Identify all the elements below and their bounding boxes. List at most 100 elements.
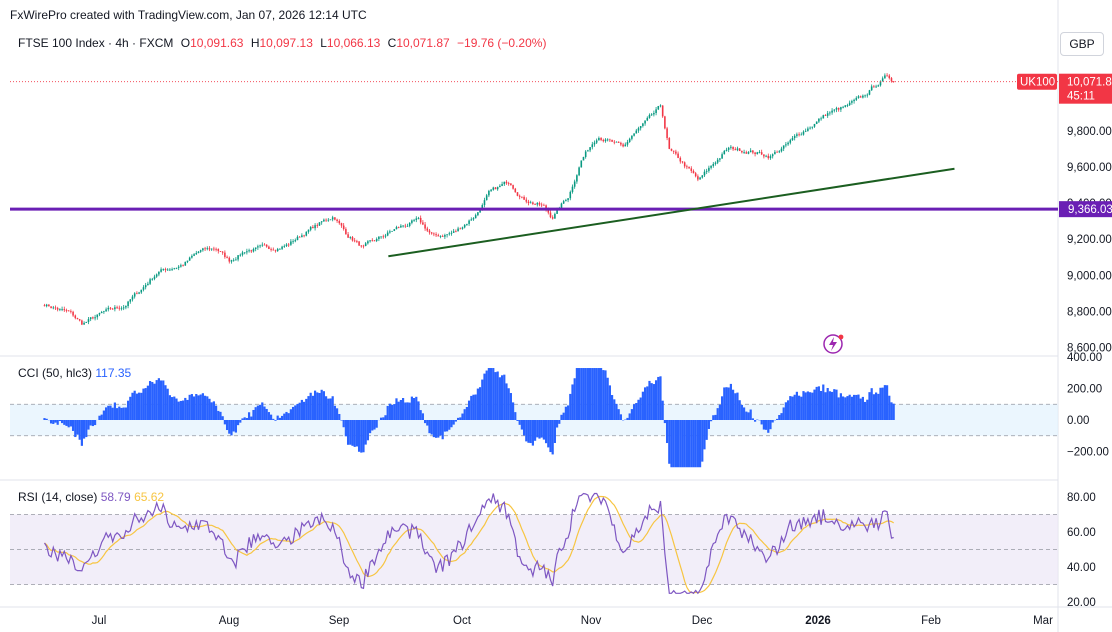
candle-body — [254, 247, 257, 250]
candle-body — [683, 162, 686, 167]
candle-body — [353, 240, 356, 242]
candle-body — [433, 233, 435, 235]
candle-body — [120, 308, 123, 310]
candle-body — [697, 176, 699, 180]
lightning-alert-icon[interactable] — [823, 334, 844, 354]
candle-body — [811, 126, 814, 128]
cci-bar — [166, 388, 169, 420]
cci-bar — [309, 392, 312, 420]
candle-body — [466, 223, 468, 225]
time-axis-tick: Aug — [219, 615, 239, 627]
candle-body — [556, 209, 558, 214]
cci-bar — [159, 380, 163, 420]
candle-body — [855, 97, 858, 100]
cci-bar — [355, 420, 358, 447]
cci-bar — [577, 368, 581, 420]
cci-bar — [498, 377, 501, 420]
cci-bar — [417, 401, 420, 420]
candle-body — [325, 219, 327, 221]
candle-body — [389, 231, 391, 233]
cci-bar — [426, 420, 429, 426]
cci-bar — [217, 410, 220, 420]
candle-body — [65, 310, 68, 311]
cci-bar — [888, 395, 891, 420]
candle-body — [822, 115, 825, 119]
cci-bar — [560, 414, 563, 420]
cci-bar — [111, 407, 114, 420]
candle-body — [868, 90, 871, 95]
cci-bar — [148, 381, 152, 420]
candle-body — [774, 151, 776, 155]
candle-body — [224, 252, 226, 257]
candle-body — [844, 105, 847, 107]
candle-body — [265, 244, 268, 247]
rsi-value: 58.79 — [100, 490, 131, 504]
candle-body — [48, 304, 50, 307]
candle-body — [851, 101, 853, 103]
cci-bar — [430, 420, 433, 435]
cci-bar — [329, 398, 332, 420]
cci-bar — [137, 392, 141, 420]
cci-bar — [126, 400, 130, 420]
candle-body — [587, 150, 589, 152]
cci-bar — [580, 368, 583, 420]
candle-body — [595, 140, 598, 143]
candle-body — [617, 141, 620, 143]
cci-bar — [540, 420, 543, 438]
cci-bar — [850, 396, 853, 420]
candle-body — [738, 148, 741, 152]
rsi-line — [43, 492, 894, 595]
currency-button[interactable]: GBP — [1060, 32, 1104, 56]
cci-bar — [89, 420, 92, 426]
cci-bar — [861, 396, 864, 420]
cci-bar — [280, 415, 284, 420]
cci-bar — [179, 400, 182, 420]
candle-body — [155, 274, 158, 277]
cci-bar — [588, 368, 592, 420]
cci-bar — [459, 417, 462, 420]
cci-bar — [863, 401, 867, 420]
close-key: C — [387, 36, 397, 50]
cci-bar — [824, 392, 827, 420]
cci-bar — [291, 406, 295, 420]
cci-bar — [760, 420, 763, 425]
rsi-axis-tick: 40.00 — [1067, 562, 1096, 574]
cci-bar — [742, 407, 746, 420]
candle-body — [681, 161, 684, 163]
candle-body — [268, 246, 270, 249]
cci-bar — [333, 405, 336, 420]
open-value: 10,091.63 — [190, 36, 244, 50]
candle-body — [195, 253, 198, 255]
candle-body — [782, 145, 785, 149]
cci-bar — [826, 387, 829, 420]
cci-bar — [615, 403, 618, 420]
candle-body — [560, 203, 563, 209]
cci-bar — [296, 403, 299, 420]
candle-body — [884, 75, 886, 79]
candle-body — [331, 217, 334, 220]
candle-body — [666, 128, 668, 139]
candle-body — [881, 78, 884, 82]
candle-body — [512, 185, 514, 189]
candle-body — [650, 114, 653, 116]
candle-body — [545, 205, 547, 210]
cci-bar — [707, 420, 710, 429]
cci-bar — [610, 395, 614, 420]
candle-body — [45, 304, 48, 307]
cci-bar — [866, 399, 869, 420]
candle-body — [732, 146, 734, 150]
cci-bar — [595, 368, 598, 420]
cci-bar — [410, 396, 413, 420]
cci-bar — [432, 420, 435, 438]
level-price-label: 9,366.03 — [1068, 204, 1112, 216]
candle-body — [705, 170, 708, 172]
cci-bar — [324, 396, 328, 420]
candle-body — [540, 204, 543, 206]
cci-bar — [881, 387, 884, 420]
candle-body — [424, 224, 426, 229]
cci-bar — [428, 420, 431, 434]
candle-body — [877, 85, 880, 87]
cci-bar — [870, 388, 873, 420]
candle-body — [307, 229, 310, 232]
